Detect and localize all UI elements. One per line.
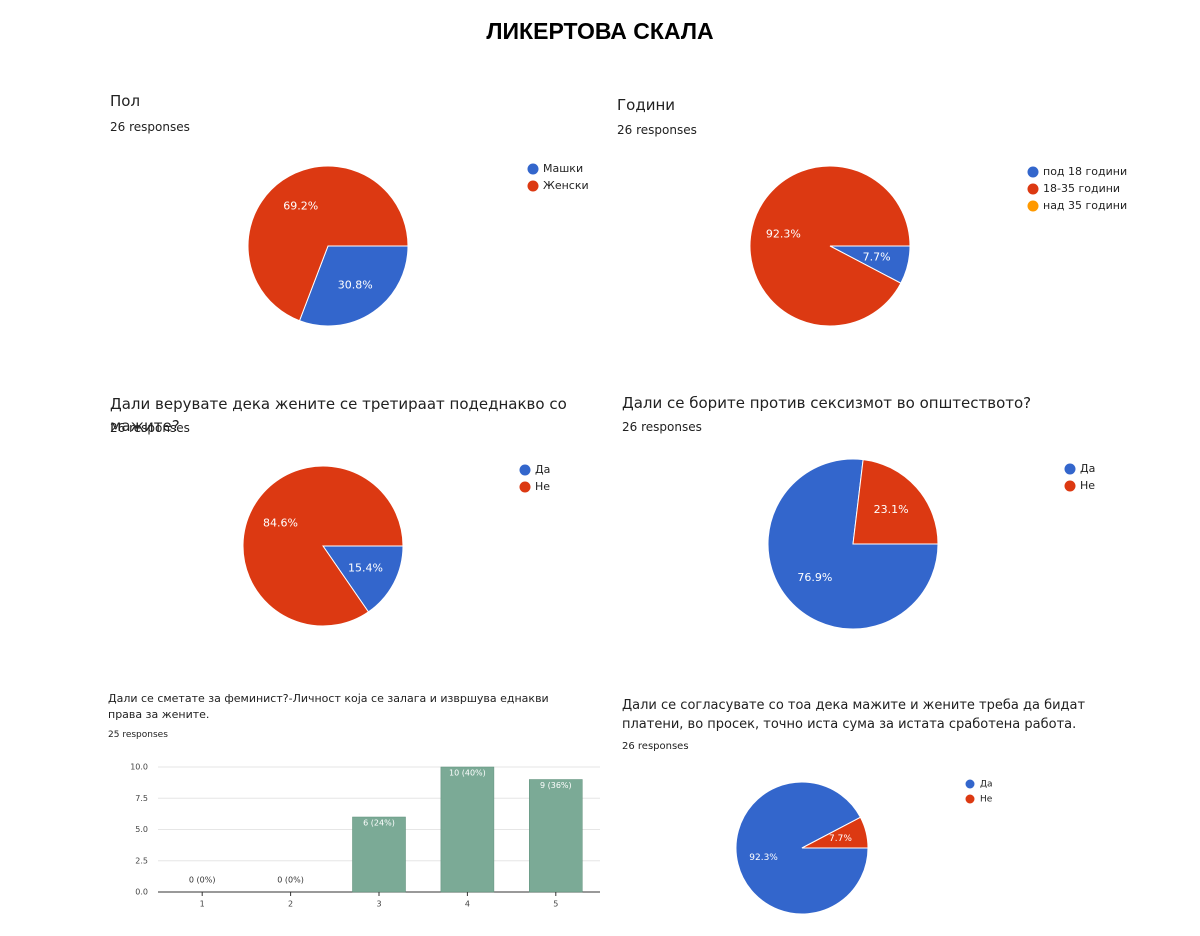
bar-label: 0 (0%) [277, 876, 304, 885]
x-tick-label: 1 [200, 900, 205, 909]
legend-marker [519, 481, 531, 493]
pie-slice [852, 459, 939, 545]
legend-label: Не [1080, 479, 1095, 492]
y-tick-label: 2.5 [135, 856, 148, 865]
slice-label: 69.2% [283, 199, 318, 212]
bar-label: 9 (36%) [540, 781, 572, 790]
slice-label: 84.6% [263, 517, 298, 530]
pie-slice [322, 545, 404, 613]
bar [529, 779, 583, 893]
slice-label: 92.3% [766, 228, 801, 241]
legend-label: Не [980, 795, 993, 805]
slice-label: 23.1% [874, 503, 909, 516]
pie-slice [247, 165, 409, 322]
legend-marker [1064, 480, 1076, 492]
slice-label: 92.3% [749, 853, 778, 863]
x-tick-label: 4 [465, 900, 470, 909]
chart-title: Дали се согласувате со тоа дека мажите и… [622, 698, 1086, 732]
chart-title: Дали верувате дека жените се третираат п… [110, 395, 567, 435]
legend-label: Машки [543, 162, 583, 175]
chart-title: Пол [110, 92, 141, 110]
chart-subtitle: 26 responses [110, 421, 190, 435]
slice-label: 7.7% [863, 250, 891, 263]
legend-marker [527, 180, 539, 192]
x-tick-label: 2 [288, 900, 293, 909]
pie-slice [767, 458, 939, 630]
legend-marker [1027, 183, 1039, 195]
legend-label: над 35 години [1043, 199, 1127, 212]
chart-title: Години [617, 96, 676, 114]
x-tick-label: 3 [376, 900, 381, 909]
chart-subtitle: 26 responses [617, 123, 697, 137]
legend-label: под 18 години [1043, 165, 1127, 178]
pie-slice [298, 245, 409, 327]
chart-title: Дали се сметате за феминист?-Личност кој… [108, 692, 549, 721]
bar [440, 766, 495, 893]
legend-marker [527, 163, 539, 175]
legend-label: Не [535, 480, 550, 493]
chart-subtitle: 26 responses [622, 420, 702, 434]
legend-label: Женски [543, 179, 589, 192]
slice-label: 7.7% [829, 834, 852, 844]
legend-label: Да [980, 780, 993, 790]
page-title: ЛИКЕРТОВА СКАЛА [486, 18, 714, 44]
chart-title: Дали се борите против сексизмот во опште… [622, 394, 1032, 412]
bar-label: 0 (0%) [189, 876, 216, 885]
bar-label: 6 (24%) [363, 819, 395, 828]
slice-label: 76.9% [797, 571, 832, 584]
legend-marker [519, 464, 531, 476]
legend-label: 18-35 години [1043, 182, 1120, 195]
x-tick-label: 5 [553, 900, 558, 909]
chart-subtitle: 26 responses [622, 741, 689, 752]
chart-subtitle: 26 responses [110, 120, 190, 134]
legend-marker [1064, 463, 1076, 475]
legend-marker [1027, 200, 1039, 212]
y-tick-label: 5.0 [135, 825, 148, 834]
y-tick-label: 10.0 [130, 763, 148, 772]
bar-label: 10 (40%) [449, 769, 486, 778]
slice-label: 15.4% [348, 561, 383, 574]
bar [352, 816, 406, 893]
y-tick-label: 0.0 [135, 888, 148, 897]
legend-marker [965, 794, 975, 804]
y-tick-label: 7.5 [135, 794, 148, 803]
pie-slice [801, 816, 869, 849]
legend-label: Да [535, 463, 550, 476]
pie-slice [242, 465, 404, 627]
slice-label: 30.8% [338, 279, 373, 292]
legend-label: Да [1080, 462, 1095, 475]
legend-marker [965, 779, 975, 789]
legend-marker [1027, 166, 1039, 178]
chart-subtitle: 25 responses [108, 730, 168, 740]
pie-slice [749, 165, 911, 327]
